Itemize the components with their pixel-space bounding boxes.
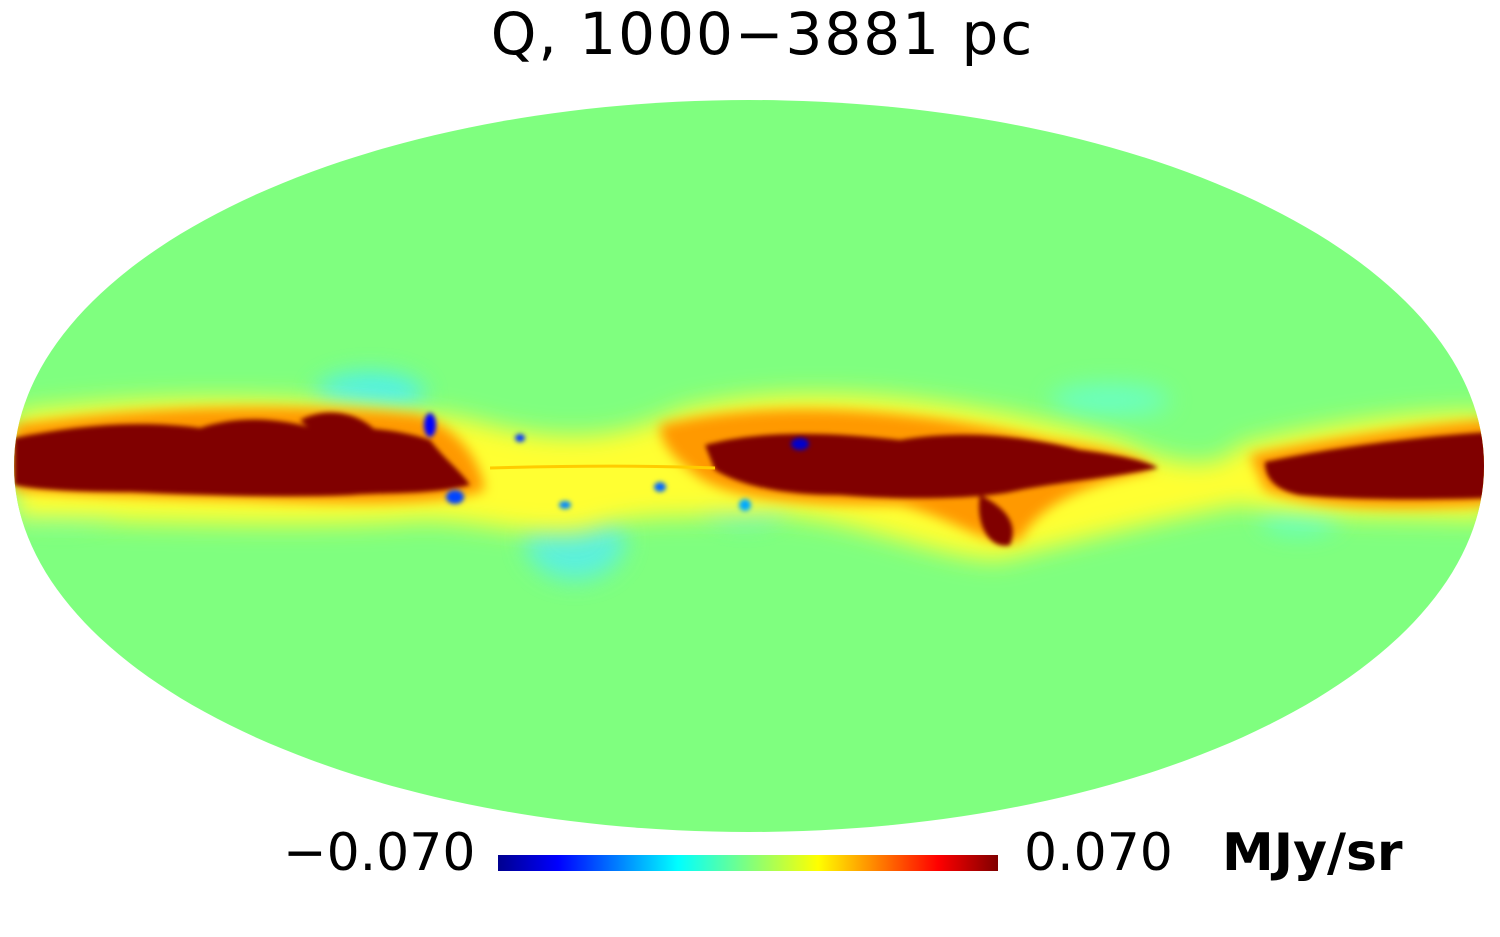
galactic-plane-emission: [14, 373, 1484, 580]
map-title: Q, 1000−3881 pc: [490, 0, 1035, 68]
colorbar: [498, 855, 998, 871]
colorbar-max-label: 0.070: [1024, 823, 1173, 883]
colorbar-unit-label: MJy/sr: [1222, 823, 1403, 883]
colorbar-min-label: −0.070: [283, 823, 476, 883]
